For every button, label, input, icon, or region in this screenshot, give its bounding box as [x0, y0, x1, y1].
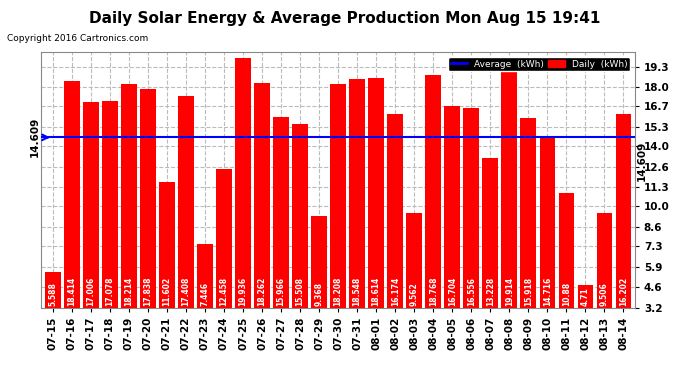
Text: 16.704: 16.704	[448, 277, 457, 306]
Bar	[597, 213, 612, 308]
Legend: Average  (kWh), Daily  (kWh): Average (kWh), Daily (kWh)	[448, 57, 630, 71]
Text: Copyright 2016 Cartronics.com: Copyright 2016 Cartronics.com	[7, 34, 148, 43]
Text: 10.88: 10.88	[562, 282, 571, 306]
Bar	[102, 100, 118, 308]
Text: 18.262: 18.262	[257, 277, 266, 306]
Bar	[311, 216, 327, 308]
Bar	[578, 285, 593, 308]
Text: 13.228: 13.228	[486, 277, 495, 306]
Text: 19.936: 19.936	[239, 277, 248, 306]
Text: 16.174: 16.174	[391, 277, 400, 306]
Bar	[235, 58, 250, 308]
Text: Daily Solar Energy & Average Production Mon Aug 15 19:41: Daily Solar Energy & Average Production …	[89, 11, 601, 26]
Bar	[558, 193, 574, 308]
Text: 18.768: 18.768	[428, 276, 437, 306]
Text: 7.446: 7.446	[201, 282, 210, 306]
Text: 16.202: 16.202	[619, 277, 628, 306]
Bar	[331, 84, 346, 308]
Bar	[121, 84, 137, 308]
Bar	[178, 96, 194, 308]
Bar	[159, 182, 175, 308]
Bar	[254, 83, 270, 308]
Bar	[540, 136, 555, 308]
Bar	[464, 108, 479, 307]
Text: 15.508: 15.508	[295, 277, 304, 306]
Bar	[502, 58, 517, 308]
Text: 12.458: 12.458	[219, 277, 228, 306]
Text: 15.966: 15.966	[277, 277, 286, 306]
Text: 9.562: 9.562	[410, 282, 419, 306]
Text: 4.71: 4.71	[581, 287, 590, 306]
Bar	[45, 272, 61, 308]
Bar	[216, 170, 232, 308]
Text: 14.716: 14.716	[543, 277, 552, 306]
Text: 14.609: 14.609	[30, 117, 39, 158]
Bar	[615, 114, 631, 308]
Text: 18.208: 18.208	[333, 277, 343, 306]
Text: 19.914: 19.914	[505, 277, 514, 306]
Text: 18.214: 18.214	[124, 277, 133, 306]
Bar	[293, 124, 308, 308]
Bar	[273, 117, 289, 308]
Bar	[83, 102, 99, 308]
Text: 5.588: 5.588	[48, 282, 57, 306]
Bar	[444, 106, 460, 307]
Text: 18.414: 18.414	[68, 277, 77, 306]
Bar	[387, 114, 403, 308]
Text: 16.556: 16.556	[466, 277, 475, 306]
Bar	[140, 89, 156, 308]
Text: 17.078: 17.078	[106, 276, 115, 306]
Bar	[368, 78, 384, 308]
Text: 17.006: 17.006	[86, 277, 95, 306]
Text: 18.548: 18.548	[353, 277, 362, 306]
Bar	[197, 244, 213, 308]
Text: 17.838: 17.838	[144, 276, 152, 306]
Text: 18.614: 18.614	[372, 277, 381, 306]
Text: 17.408: 17.408	[181, 277, 190, 306]
Text: 15.918: 15.918	[524, 277, 533, 306]
Text: 14.609: 14.609	[637, 140, 647, 181]
Bar	[520, 118, 536, 308]
Bar	[64, 81, 79, 308]
Text: 9.368: 9.368	[315, 282, 324, 306]
Bar	[426, 75, 441, 308]
Text: 9.506: 9.506	[600, 282, 609, 306]
Bar	[406, 213, 422, 308]
Text: 11.602: 11.602	[162, 277, 171, 306]
Bar	[482, 158, 498, 308]
Bar	[349, 79, 365, 308]
